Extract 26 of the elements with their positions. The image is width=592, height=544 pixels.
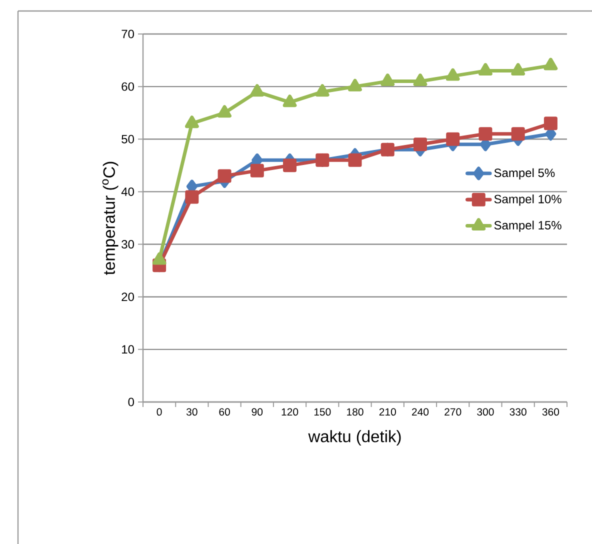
x-tick-label: 180 (347, 408, 364, 416)
x-tick-label: 90 (252, 408, 263, 416)
x-axis-title: waktu (detik) (308, 430, 401, 446)
y-tick-label: 70 (122, 30, 134, 38)
x-tick-label: 300 (477, 408, 494, 416)
x-tick-label: 30 (186, 408, 198, 416)
x-tick-label: 0 (156, 408, 162, 416)
x-tick-label: 120 (282, 408, 298, 416)
x-tick-label: 240 (412, 408, 429, 416)
legend-label: Sampel 15% (494, 220, 562, 232)
y-tick-label: 50 (122, 134, 134, 144)
x-tick-label: 330 (510, 408, 526, 416)
y-tick-label: 0 (128, 398, 134, 406)
y-tick-label: 20 (122, 292, 134, 302)
legend-label: Sampel 5% (494, 168, 555, 180)
x-tick-label: 210 (379, 408, 396, 416)
x-tick-label: 360 (542, 408, 560, 416)
y-tick-label: 40 (121, 187, 134, 196)
y-axis-title: temperatur ($^{o}$C) (102, 162, 118, 275)
y-tick-label: 60 (122, 82, 134, 91)
y-tick-label: 30 (122, 240, 134, 249)
x-tick-label: 60 (219, 408, 230, 416)
x-tick-label: 150 (314, 408, 331, 416)
legend-label: Sampel 10% (494, 194, 562, 206)
y-tick-label: 10 (122, 345, 134, 354)
x-tick-label: 270 (444, 408, 462, 416)
